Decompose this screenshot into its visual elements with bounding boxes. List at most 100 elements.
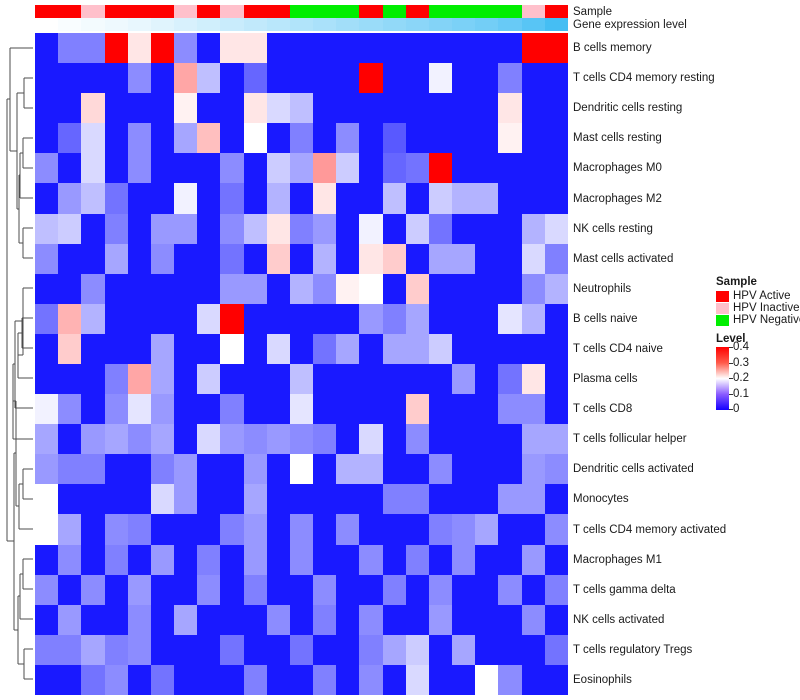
heatmap-cell xyxy=(521,93,545,124)
heatmap-cell xyxy=(428,424,453,455)
heatmap-cell xyxy=(452,664,476,695)
heatmap-cell xyxy=(359,333,383,364)
heatmap-cell xyxy=(220,574,244,605)
heatmap-cell xyxy=(452,364,476,395)
heatmap-cell xyxy=(382,63,406,94)
heatmap-cell xyxy=(452,454,476,485)
heatmap-cell xyxy=(58,394,82,425)
heatmap-cell xyxy=(58,183,82,214)
expression-annotation-cell xyxy=(197,18,221,31)
heatmap-cell xyxy=(498,333,522,364)
row-label: T cells gamma delta xyxy=(573,583,676,596)
heatmap-cell xyxy=(289,273,314,304)
heatmap-cell xyxy=(428,183,453,214)
heatmap-cell xyxy=(127,664,151,695)
heatmap-cell xyxy=(428,664,453,695)
heatmap-cell xyxy=(220,333,244,364)
expression-annotation-cell xyxy=(428,18,453,31)
heatmap-cell xyxy=(336,634,360,665)
level-legend-title: Level xyxy=(716,333,746,345)
heatmap-cell xyxy=(243,153,267,184)
heatmap-cell xyxy=(359,424,383,455)
heatmap-cell xyxy=(243,394,267,425)
heatmap-cell xyxy=(382,574,406,605)
heatmap-cell xyxy=(127,93,151,124)
heatmap-cell xyxy=(544,454,568,485)
row-label: Eosinophils xyxy=(573,673,632,686)
legend-item-label: HPV Inactive xyxy=(733,301,800,314)
heatmap-cell xyxy=(521,514,545,545)
heatmap-cell xyxy=(359,574,383,605)
heatmap-cell xyxy=(150,273,175,304)
heatmap-cell xyxy=(127,634,151,665)
heatmap-cell xyxy=(475,544,499,575)
expression-annotation-bar xyxy=(35,18,568,31)
sample-annotation-cell xyxy=(544,5,568,18)
heatmap-cell xyxy=(544,213,568,244)
heatmap-cell xyxy=(220,544,244,575)
heatmap-cell xyxy=(405,604,429,635)
heatmap-cell xyxy=(104,544,128,575)
sample-annotation-cell xyxy=(475,5,499,18)
expression-annotation-cell xyxy=(405,18,429,31)
heatmap-cell xyxy=(150,634,175,665)
heatmap-cell xyxy=(382,33,406,64)
expression-annotation-label: Gene expression level xyxy=(573,19,687,31)
heatmap-cell xyxy=(498,63,522,94)
heatmap-cell xyxy=(174,604,198,635)
heatmap-cell xyxy=(313,273,337,304)
heatmap-cell xyxy=(81,123,105,154)
heatmap-cell xyxy=(35,273,59,304)
heatmap-cell xyxy=(127,604,151,635)
heatmap-cell xyxy=(81,213,105,244)
heatmap-cell xyxy=(220,243,244,274)
heatmap-cell xyxy=(405,213,429,244)
heatmap-cell xyxy=(174,544,198,575)
heatmap-cell xyxy=(81,634,105,665)
heatmap-cell xyxy=(104,273,128,304)
heatmap-cell xyxy=(197,514,221,545)
sample-legend-item: HPV Inactive xyxy=(716,302,800,314)
heatmap-cell xyxy=(197,243,221,274)
heatmap-cell xyxy=(428,544,453,575)
sample-annotation-cell xyxy=(313,5,337,18)
heatmap-cell xyxy=(243,604,267,635)
heatmap-cell xyxy=(452,303,476,334)
heatmap-cell xyxy=(313,213,337,244)
heatmap-cell xyxy=(359,63,383,94)
expression-annotation-cell xyxy=(220,18,244,31)
heatmap-cell xyxy=(81,574,105,605)
heatmap-cell xyxy=(289,63,314,94)
heatmap-cell xyxy=(243,183,267,214)
heatmap-cell xyxy=(197,664,221,695)
heatmap-cell xyxy=(35,544,59,575)
heatmap-cell xyxy=(197,213,221,244)
heatmap-cell xyxy=(150,183,175,214)
heatmap-cell xyxy=(266,63,290,94)
heatmap-cell xyxy=(428,273,453,304)
legend-swatch xyxy=(716,314,729,326)
heatmap-cell xyxy=(197,454,221,485)
heatmap-cell xyxy=(150,514,175,545)
heatmap-cell xyxy=(266,333,290,364)
heatmap-cell xyxy=(405,394,429,425)
heatmap-cell xyxy=(35,333,59,364)
heatmap-cell xyxy=(428,574,453,605)
heatmap-cell xyxy=(150,93,175,124)
heatmap-cell xyxy=(405,484,429,515)
sample-annotation-cell xyxy=(289,5,314,18)
heatmap-cell xyxy=(336,454,360,485)
heatmap-cell xyxy=(359,183,383,214)
heatmap-cell xyxy=(544,63,568,94)
row-label: Macrophages M2 xyxy=(573,192,662,205)
heatmap-cell xyxy=(521,364,545,395)
heatmap-cell xyxy=(104,394,128,425)
heatmap-cell xyxy=(336,93,360,124)
heatmap-cell xyxy=(266,634,290,665)
heatmap-cell xyxy=(289,153,314,184)
heatmap-cell xyxy=(359,454,383,485)
heatmap-cell xyxy=(174,484,198,515)
row-label: B cells memory xyxy=(573,42,652,55)
heatmap-cell xyxy=(382,213,406,244)
heatmap-cell xyxy=(35,153,59,184)
